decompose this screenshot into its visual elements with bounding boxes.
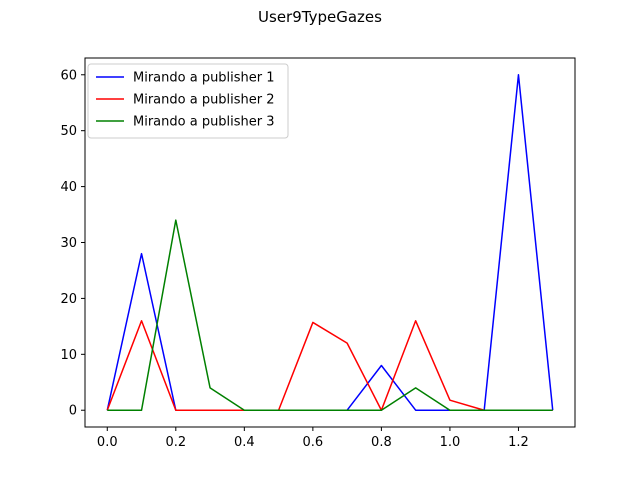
series-line-3 bbox=[107, 219, 553, 411]
y-tick-label: 40 bbox=[60, 180, 77, 195]
legend-label-1: Mirando a publisher 1 bbox=[133, 71, 275, 86]
x-tick-label: 0.8 bbox=[371, 435, 392, 450]
x-tick-label: 0.0 bbox=[97, 435, 118, 450]
x-tick-label: 0.2 bbox=[165, 435, 186, 450]
legend: Mirando a publisher 1 Mirando a publisher… bbox=[87, 63, 289, 139]
y-axis: 0 10 20 30 40 50 60 bbox=[60, 68, 85, 419]
y-tick-label: 10 bbox=[60, 348, 77, 363]
y-tick-label: 50 bbox=[60, 124, 77, 139]
chart-title: User9TypeGazes bbox=[258, 8, 382, 26]
legend-label-2: Mirando a publisher 2 bbox=[133, 93, 275, 108]
y-tick-label: 20 bbox=[60, 292, 77, 307]
y-tick-label: 60 bbox=[60, 68, 77, 83]
x-axis: 0.0 0.2 0.4 0.6 0.8 1.0 1.2 bbox=[97, 427, 529, 450]
x-tick-label: 0.4 bbox=[234, 435, 255, 450]
x-tick-label: 1.0 bbox=[440, 435, 461, 450]
legend-label-3: Mirando a publisher 3 bbox=[133, 115, 275, 130]
series-group bbox=[106, 74, 554, 411]
y-tick-label: 30 bbox=[60, 236, 77, 251]
series-line-2 bbox=[106, 320, 553, 411]
x-tick-label: 0.6 bbox=[303, 435, 324, 450]
y-tick-label: 0 bbox=[69, 404, 77, 419]
legend-box bbox=[87, 63, 289, 139]
x-tick-label: 1.2 bbox=[508, 435, 529, 450]
